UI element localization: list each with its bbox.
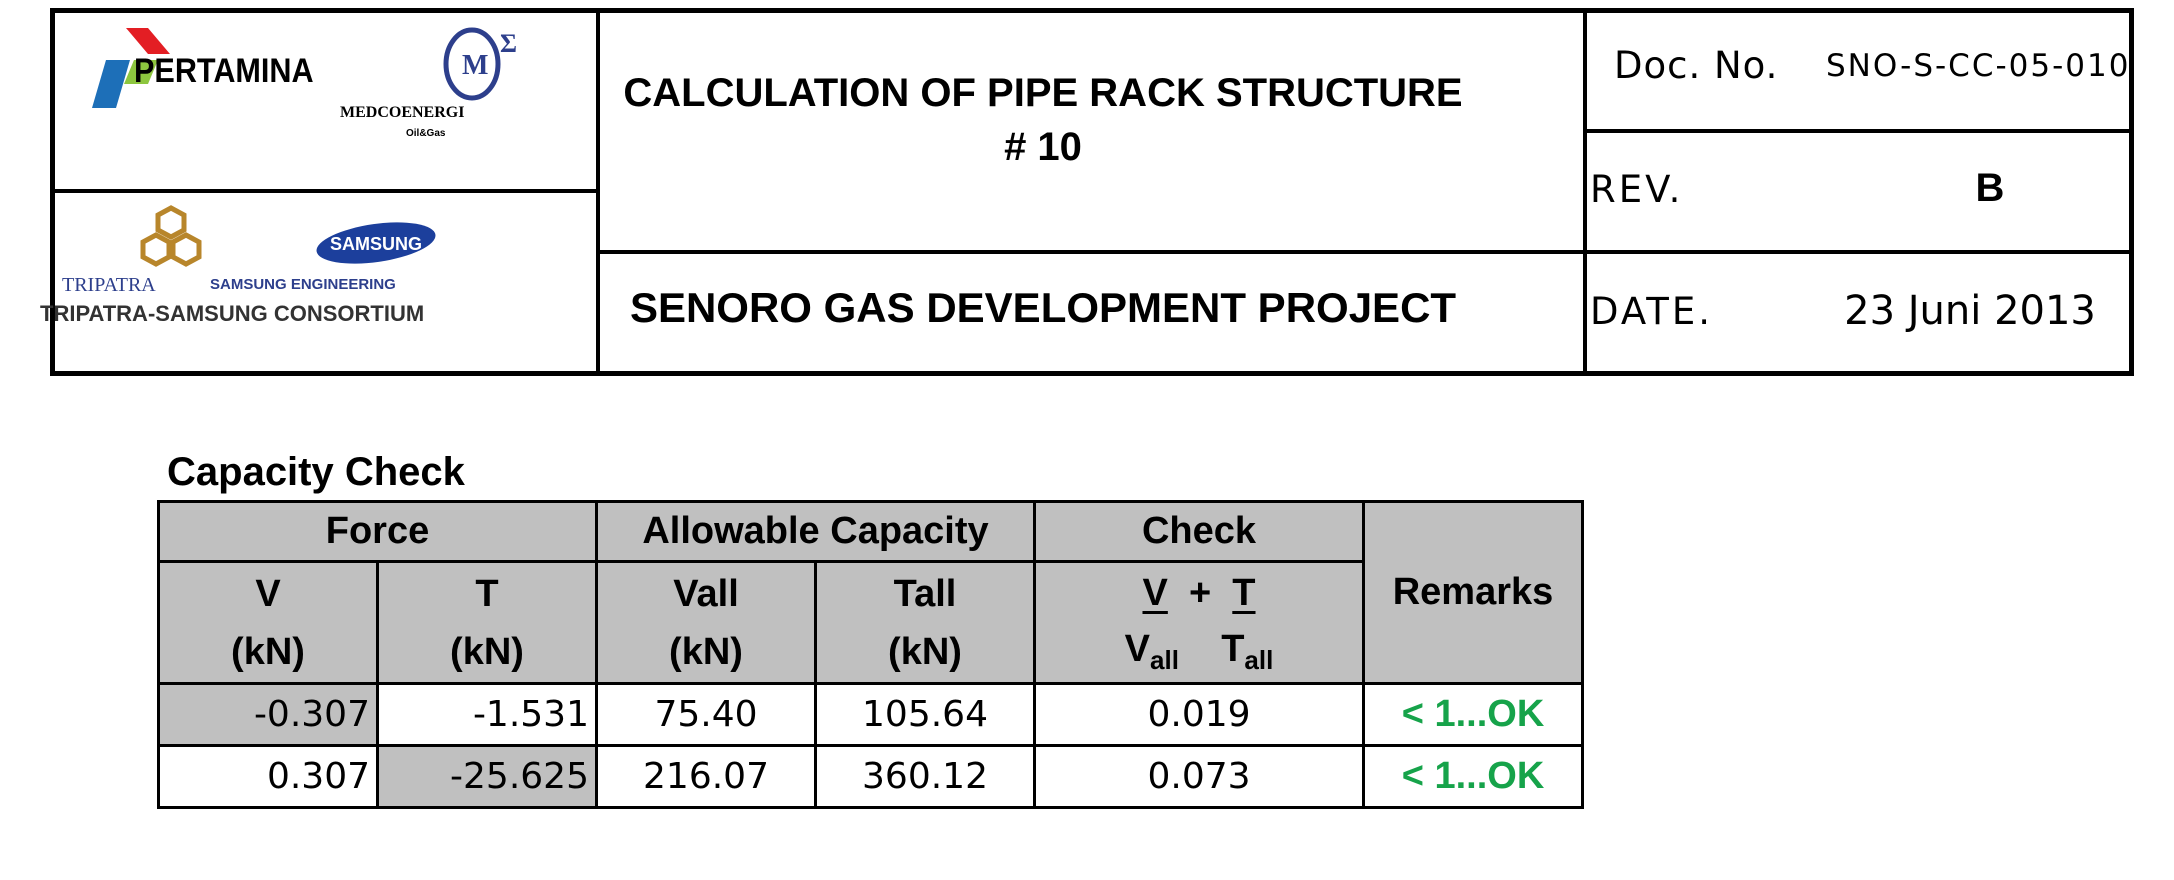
svg-text:Σ: Σ [500,29,517,58]
column-unit: (kN) [450,630,524,673]
formula-v: V [1142,572,1168,614]
remarks-header: Remarks [1362,500,1584,685]
header-divider [1583,8,1587,376]
medco-wordmark: MEDCOENERGI [340,104,465,121]
svg-text:M: M [462,50,488,81]
medco-subtitle: Oil&Gas [406,128,446,139]
samsung-logo-text: SAMSUNG [330,234,422,254]
column-name: Vall [673,572,739,615]
formula-numerators: V + T [1036,565,1362,621]
cell-t: -25.625 [376,744,598,809]
formula-denominators: Vall Tall [1036,621,1362,680]
group-header-check: Check [1033,500,1365,563]
column-unit: (kN) [888,630,962,673]
header-divider [596,8,600,376]
cell-vall: 216.07 [595,744,817,809]
capacity-check-title: Capacity Check [167,450,465,494]
document-title-line1: CALCULATION OF PIPE RACK STRUCTURE [623,71,1463,115]
formula-subscript: all [1150,645,1179,675]
header-divider [1583,129,2134,133]
formula-v-denominator: V [1124,628,1151,670]
date-value: 23 Juni 2013 [1844,288,2096,334]
group-header-allowable: Allowable Capacity [595,500,1036,563]
header-divider [50,189,598,193]
header-divider [596,250,2134,254]
formula-subscript: all [1244,645,1274,675]
cell-remarks: < 1...OK [1362,682,1584,747]
column-name: T [475,572,499,615]
cell-remarks: < 1...OK [1362,744,1584,809]
column-header-vall: Vall (kN) [595,560,817,685]
cell-t: -1.531 [376,682,598,747]
cell-vall: 75.40 [595,682,817,747]
column-name: V [255,572,281,615]
capacity-check-table: Force Allowable Capacity Check Remarks V… [157,500,1584,809]
date-label: DATE. [1590,290,1714,333]
pertamina-wordmark: PERTAMINA [134,52,314,90]
formula-t: T [1232,572,1256,614]
column-name: Tall [893,572,957,615]
rev-value: B [1975,166,2005,210]
tripatra-wordmark: TRIPATRA [62,274,156,296]
cell-tall: 105.64 [814,682,1036,747]
column-header-check-formula: V + T Vall Tall [1033,560,1365,685]
cell-check: 0.073 [1033,744,1365,809]
column-header-tall: Tall (kN) [814,560,1036,685]
column-unit: (kN) [231,630,305,673]
group-header-force: Force [157,500,598,563]
cell-tall: 360.12 [814,744,1036,809]
document-title-line2: # 10 [1004,125,1082,169]
samsung-engineering-wordmark: SAMSUNG ENGINEERING [210,276,396,293]
table-row: 0.307 -25.625 216.07 360.12 0.073 < 1...… [157,744,1584,809]
cell-v: -0.307 [157,682,379,747]
consortium-name: TRIPATRA-SAMSUNG CONSORTIUM [40,301,425,326]
formula-plus: + [1188,572,1212,614]
document-title: CALCULATION OF PIPE RACK STRUCTURE # 10 [548,66,1538,174]
table-row: -0.307 -1.531 75.40 105.64 0.019 < 1...O… [157,682,1584,747]
project-name: SENORO GAS DEVELOPMENT PROJECT [629,284,1457,331]
doc-no-label: Doc. No. [1614,44,1779,87]
column-unit: (kN) [669,630,743,673]
column-header-t: T (kN) [376,560,598,685]
cell-check: 0.019 [1033,682,1365,747]
doc-no-value: SNO-S-CC-05-010 [1826,48,2131,84]
rev-label: REV. [1590,168,1684,211]
formula-t-denominator: T [1221,628,1245,670]
cell-v: 0.307 [157,744,379,809]
column-header-v: V (kN) [157,560,379,685]
